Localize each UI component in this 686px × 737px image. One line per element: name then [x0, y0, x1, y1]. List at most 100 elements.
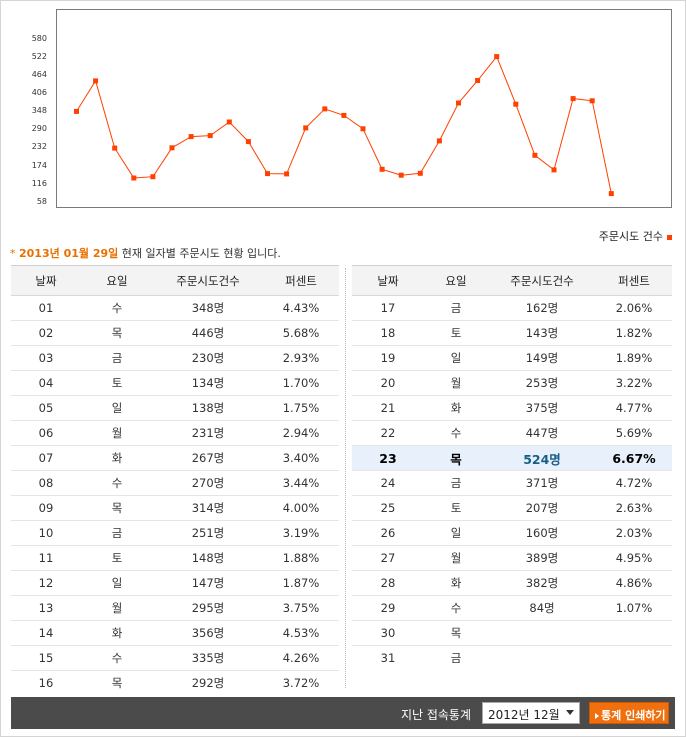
print-stats-button[interactable]: 통계 인쇄하기: [589, 702, 669, 724]
table-row: 24 금 371명 4.72%: [352, 470, 672, 496]
header-count: 주문시도건수: [153, 265, 263, 296]
date-cell: 15: [11, 645, 81, 671]
weekday-cell: 목: [81, 495, 153, 521]
percent-cell: 4.53%: [263, 620, 339, 646]
data-point: [93, 78, 99, 84]
weekday-cell: 금: [424, 295, 488, 321]
table-row: 25 토 207명 2.63%: [352, 495, 672, 521]
date-cell: 12: [11, 570, 81, 596]
weekday-cell: 수: [424, 595, 488, 621]
data-point: [284, 171, 290, 177]
y-tick-label: 232: [31, 142, 47, 152]
y-tick-label: 580: [31, 34, 47, 44]
date-cell: 30: [352, 620, 424, 646]
date-cell: 14: [11, 620, 81, 646]
month-select[interactable]: 2012년 12월: [482, 702, 580, 724]
date-cell: 18: [352, 320, 424, 346]
table-row: 14 화 356명 4.53%: [11, 620, 339, 646]
date-cell: 13: [11, 595, 81, 621]
data-point: [112, 145, 118, 151]
percent-cell: 3.72%: [263, 670, 339, 696]
table-row: 31 금: [352, 645, 672, 671]
table-row: 11 토 148명 1.88%: [11, 545, 339, 571]
date-cell: 05: [11, 395, 81, 421]
percent-cell: [596, 645, 672, 671]
data-point: [360, 126, 366, 132]
weekday-cell: 수: [81, 470, 153, 496]
weekday-cell: 수: [424, 420, 488, 446]
print-button-label: 통계 인쇄하기: [601, 709, 666, 722]
weekday-cell: 화: [424, 570, 488, 596]
weekday-cell: 화: [81, 620, 153, 646]
count-cell: 149명: [488, 345, 596, 371]
table-row: 12 일 147명 1.87%: [11, 570, 339, 596]
header-percent: 퍼센트: [263, 265, 339, 296]
chart-legend: 주문시도 건수: [599, 228, 672, 244]
caption-date: 2013년 01월 29일: [19, 247, 119, 260]
y-tick-label: 290: [31, 124, 47, 134]
count-cell: 148명: [153, 545, 263, 571]
percent-cell: 1.70%: [263, 370, 339, 396]
percent-cell: 1.07%: [596, 595, 672, 621]
count-cell: 371명: [488, 470, 596, 496]
percent-cell: 1.75%: [263, 395, 339, 421]
date-cell: 31: [352, 645, 424, 671]
line-chart: 0102030405060708091011121314151617181920…: [32, 9, 672, 208]
weekday-cell: 토: [424, 320, 488, 346]
weekday-cell: 수: [81, 295, 153, 321]
y-tick-label: 522: [31, 52, 47, 62]
y-tick-label: 464: [31, 70, 47, 80]
table-row: 20 월 253명 3.22%: [352, 370, 672, 396]
percent-cell: 3.40%: [263, 445, 339, 471]
table-divider: [345, 268, 346, 688]
count-cell: 292명: [153, 670, 263, 696]
count-cell: [488, 620, 596, 646]
data-point: [551, 167, 557, 173]
chevron-down-icon: [566, 710, 574, 715]
data-point: [322, 106, 328, 112]
data-point: [207, 133, 213, 139]
data-point: [131, 175, 137, 181]
header-percent: 퍼센트: [596, 265, 672, 296]
table-row: 16 목 292명 3.72%: [11, 670, 339, 696]
table-header-row: 날짜 요일 주문시도건수 퍼센트: [352, 265, 672, 296]
percent-cell: 5.69%: [596, 420, 672, 446]
count-cell: 143명: [488, 320, 596, 346]
data-point: [436, 138, 442, 144]
date-cell: 02: [11, 320, 81, 346]
table-row: 19 일 149명 1.89%: [352, 345, 672, 371]
date-cell: 26: [352, 520, 424, 546]
count-cell: 295명: [153, 595, 263, 621]
data-point: [245, 139, 251, 145]
percent-cell: 2.93%: [263, 345, 339, 371]
count-cell: 267명: [153, 445, 263, 471]
date-cell: 03: [11, 345, 81, 371]
data-point: [570, 96, 576, 102]
data-point: [379, 166, 385, 172]
table-row: 18 토 143명 1.82%: [352, 320, 672, 346]
data-point: [417, 170, 423, 176]
past-stats-label: 지난 접속통계: [400, 708, 471, 722]
weekday-cell: 금: [81, 345, 153, 371]
count-cell: 160명: [488, 520, 596, 546]
date-cell: 07: [11, 445, 81, 471]
percent-cell: 3.22%: [596, 370, 672, 396]
count-cell: 314명: [153, 495, 263, 521]
date-cell: 10: [11, 520, 81, 546]
weekday-cell: 금: [424, 645, 488, 671]
date-cell: 28: [352, 570, 424, 596]
stats-table-right: 날짜 요일 주문시도건수 퍼센트 17 금 162명 2.06% 18 토 143명 1.82…: [352, 265, 672, 671]
weekday-cell: 일: [81, 570, 153, 596]
weekday-cell: 토: [81, 370, 153, 396]
data-point: [398, 172, 404, 178]
y-tick-label: 406: [31, 88, 47, 98]
percent-cell: 3.19%: [263, 520, 339, 546]
count-cell: 382명: [488, 570, 596, 596]
weekday-cell: 수: [81, 645, 153, 671]
weekday-cell: 목: [424, 620, 488, 646]
date-cell: 27: [352, 545, 424, 571]
table-row: 03 금 230명 2.93%: [11, 345, 339, 371]
count-cell: 253명: [488, 370, 596, 396]
weekday-cell: 목: [424, 445, 488, 471]
weekday-cell: 토: [81, 545, 153, 571]
